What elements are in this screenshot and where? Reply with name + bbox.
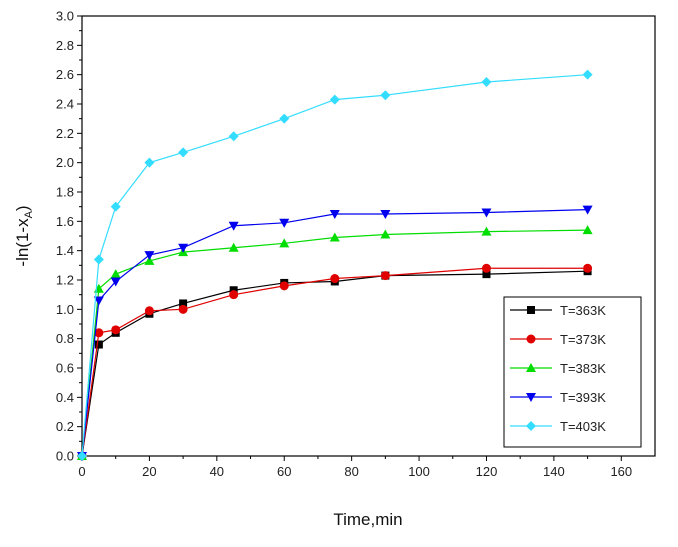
data-point <box>380 229 391 239</box>
y-tick-label: 3.0 <box>56 9 74 24</box>
series-t383k <box>77 225 593 460</box>
data-point <box>279 218 290 228</box>
data-point <box>582 69 593 80</box>
y-tick-label: 1.4 <box>56 243 74 258</box>
y-tick-label: 2.6 <box>56 67 74 82</box>
data-point <box>481 226 492 236</box>
x-axis-title: Time,min <box>333 510 402 529</box>
data-point <box>178 304 188 314</box>
data-point <box>380 271 390 281</box>
x-tick-label: 120 <box>476 464 498 479</box>
data-point <box>93 254 104 265</box>
data-point <box>330 274 340 284</box>
data-point <box>329 210 340 219</box>
x-tick-label: 60 <box>277 464 291 479</box>
data-point <box>144 251 155 261</box>
y-axis-title-main: -ln(1-x <box>13 218 32 267</box>
data-point <box>228 131 239 142</box>
y-tick-label: 0.8 <box>56 331 74 346</box>
data-point <box>178 243 189 253</box>
y-tick-label: 1.8 <box>56 185 74 200</box>
series-t403k <box>77 69 593 461</box>
data-point <box>380 210 391 219</box>
y-tick-label: 0.6 <box>56 361 74 376</box>
x-tick-label: 40 <box>210 464 224 479</box>
y-tick-label: 1.6 <box>56 214 74 229</box>
y-tick-label: 1.2 <box>56 273 74 288</box>
y-tick-label: 2.4 <box>56 97 74 112</box>
y-axis-title: -ln(1-xA) <box>13 205 35 266</box>
data-point <box>110 277 121 287</box>
data-point <box>329 94 340 105</box>
legend-marker <box>526 334 536 344</box>
data-point <box>482 270 491 279</box>
legend-label: T=383K <box>560 361 606 376</box>
data-point <box>279 281 289 291</box>
data-point <box>380 90 391 101</box>
y-axis-title-subscript: A <box>23 210 35 218</box>
data-point <box>481 77 492 87</box>
data-point <box>179 299 188 308</box>
data-point <box>329 232 340 242</box>
y-tick-label: 2.2 <box>56 126 74 141</box>
data-point <box>481 208 492 218</box>
legend-label: T=393K <box>560 390 606 405</box>
x-tick-label: 80 <box>344 464 358 479</box>
legend-entry: T=373K <box>510 332 606 347</box>
legend-marker <box>527 306 535 314</box>
legend-marker <box>526 363 536 372</box>
data-point <box>111 325 121 335</box>
legend-marker <box>526 421 536 431</box>
y-tick-label: 0.0 <box>56 449 74 464</box>
data-point <box>94 340 103 349</box>
x-tick-label: 0 <box>78 464 85 479</box>
y-tick-label: 0.2 <box>56 419 74 434</box>
y-tick-label: 0.4 <box>56 390 74 405</box>
data-point <box>77 451 87 461</box>
y-tick-label: 2.8 <box>56 38 74 53</box>
legend-label: T=403K <box>560 419 606 434</box>
legend-marker <box>526 393 536 402</box>
data-point <box>94 328 104 338</box>
y-axis-title-close: ) <box>13 205 32 211</box>
data-point <box>582 205 593 215</box>
series-layer <box>77 69 593 461</box>
data-point <box>583 263 593 273</box>
data-point <box>93 296 104 306</box>
y-tick-label: 2.0 <box>56 155 74 170</box>
data-point <box>144 306 154 316</box>
legend-entry: T=393K <box>510 390 606 405</box>
legend-box <box>503 296 642 448</box>
x-tick-label: 140 <box>543 464 565 479</box>
legend: T=363K T=373K T=383K T=393K T=403K <box>503 296 642 448</box>
data-point <box>178 147 189 158</box>
data-point <box>144 157 155 168</box>
data-point <box>110 201 121 212</box>
x-tick-label: 20 <box>142 464 156 479</box>
data-point <box>110 269 121 279</box>
data-point <box>279 238 290 248</box>
data-point <box>582 225 593 235</box>
legend-label: T=363K <box>560 303 606 318</box>
data-point <box>144 255 155 265</box>
series-t373k <box>77 263 593 461</box>
data-point <box>228 221 239 231</box>
axes: 0 20 40 60 80 100 120 140 160 0.0 0.2 0.4 0.6 0.8 1.0 1… <box>56 9 632 480</box>
y-tick-label: 1.0 <box>56 302 74 317</box>
data-point <box>481 263 491 273</box>
x-tick-label: 160 <box>610 464 632 479</box>
data-point <box>279 113 290 124</box>
data-point <box>229 290 239 300</box>
legend-label: T=373K <box>560 332 606 347</box>
legend-entry: T=403K <box>510 419 606 434</box>
data-point <box>228 242 239 252</box>
legend-entry: T=363K <box>510 303 606 318</box>
legend-entry: T=383K <box>510 361 606 376</box>
x-tick-label: 100 <box>408 464 430 479</box>
